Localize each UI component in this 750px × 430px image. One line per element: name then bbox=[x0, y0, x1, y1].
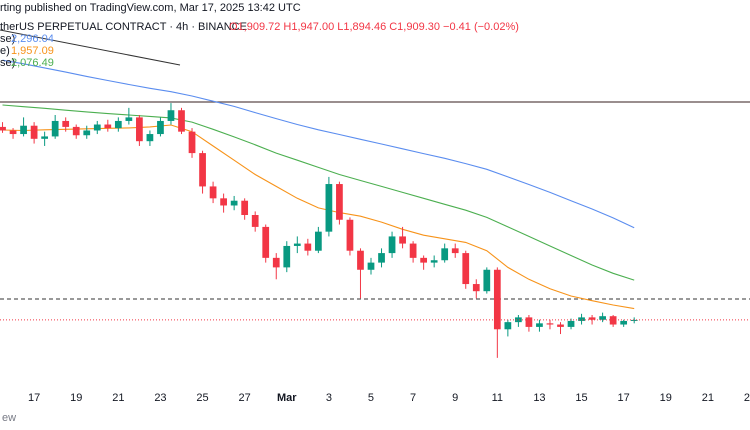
candle-body bbox=[430, 260, 438, 263]
candle-body bbox=[51, 120, 59, 137]
x-tick-label: 23 bbox=[744, 392, 750, 404]
candle-body bbox=[146, 134, 154, 142]
candle-body bbox=[9, 130, 17, 135]
candle-body bbox=[272, 257, 280, 268]
x-tick-label: 11 bbox=[492, 392, 503, 404]
candle-body bbox=[578, 317, 585, 321]
candle-body bbox=[388, 236, 396, 254]
candle-body bbox=[451, 248, 459, 254]
candle-body bbox=[367, 262, 375, 270]
legend-value: 1,957.09 bbox=[11, 45, 54, 57]
x-tick-label: 13 bbox=[533, 392, 545, 404]
candle-body bbox=[462, 253, 470, 285]
candle-body bbox=[230, 200, 238, 206]
trend-line bbox=[0, 29, 181, 66]
candle-body bbox=[20, 125, 27, 135]
candle-body bbox=[241, 200, 249, 215]
footer: ew bbox=[2, 412, 16, 424]
candle-body bbox=[136, 117, 143, 142]
x-tick-label: 27 bbox=[239, 392, 251, 404]
candle-body bbox=[314, 231, 322, 251]
candle-body bbox=[504, 322, 512, 330]
x-tick-label: 21 bbox=[112, 392, 124, 404]
legend-value: 2,296.04 bbox=[11, 33, 54, 45]
candle-body bbox=[199, 153, 206, 187]
legend-name: e) bbox=[0, 45, 10, 57]
candle-body bbox=[441, 248, 449, 261]
candle-body bbox=[104, 124, 112, 129]
candle-body bbox=[83, 130, 91, 136]
x-tick-label: 3 bbox=[326, 392, 332, 404]
candle-body bbox=[0, 126, 6, 131]
candle-body bbox=[525, 317, 533, 327]
candle-body bbox=[336, 184, 343, 220]
candle-body bbox=[567, 320, 575, 327]
candle-body bbox=[178, 110, 185, 132]
candle-body bbox=[114, 120, 122, 129]
candle-body bbox=[546, 323, 554, 325]
x-tick-label: 19 bbox=[660, 392, 672, 404]
x-tick-label: 23 bbox=[154, 392, 166, 404]
x-tick-label: Mar bbox=[277, 392, 297, 404]
x-tick-label: 5 bbox=[368, 392, 374, 404]
candle-body bbox=[409, 243, 417, 258]
candle-body bbox=[515, 317, 522, 323]
ma-line bbox=[2, 104, 635, 281]
candle-body bbox=[630, 319, 638, 321]
candle-body bbox=[557, 324, 564, 327]
publisher: rting published on TradingView.com, Mar … bbox=[0, 2, 301, 14]
candle-body bbox=[188, 131, 196, 154]
x-tick-label: 9 bbox=[452, 392, 458, 404]
ohlc: O1,909.72 H1,947.00 L1,894.46 C1,909.30 … bbox=[229, 21, 519, 33]
candle-body bbox=[536, 323, 543, 327]
x-tick-label: 17 bbox=[28, 392, 40, 404]
candle-body bbox=[167, 110, 175, 121]
x-tick-label: 25 bbox=[196, 392, 208, 404]
candle-body bbox=[378, 253, 385, 263]
x-tick-label: 15 bbox=[575, 392, 587, 404]
candle-body bbox=[493, 269, 501, 330]
candle-body bbox=[125, 117, 133, 121]
symbol: therUS PERPETUAL CONTRACT · 4h · BINANCE bbox=[0, 21, 247, 33]
candle-body bbox=[30, 125, 38, 139]
candle-body bbox=[304, 243, 312, 251]
candle-body bbox=[483, 269, 491, 292]
candle-body bbox=[220, 198, 227, 206]
candle-body bbox=[599, 316, 606, 320]
candle-body bbox=[293, 243, 301, 246]
candle-body bbox=[283, 245, 291, 268]
candle-body bbox=[472, 284, 480, 292]
legend-name: se) bbox=[0, 33, 15, 45]
candle-body bbox=[262, 226, 270, 258]
candle-body bbox=[157, 120, 164, 135]
candle-body bbox=[251, 215, 259, 227]
ma-line bbox=[2, 59, 635, 229]
x-tick-label: 17 bbox=[618, 392, 630, 404]
candle-body bbox=[609, 316, 617, 325]
candle-body bbox=[72, 126, 80, 136]
candle-body bbox=[357, 250, 364, 270]
candle-body bbox=[399, 236, 406, 244]
candle-body bbox=[588, 317, 596, 320]
candle-body bbox=[62, 120, 70, 127]
candle-body bbox=[41, 136, 49, 139]
x-tick-label: 7 bbox=[410, 392, 416, 404]
candle-body bbox=[93, 124, 101, 131]
x-tick-label: 19 bbox=[70, 392, 82, 404]
legend-name: se) bbox=[0, 57, 15, 69]
candle-body bbox=[420, 257, 428, 263]
candle-body bbox=[346, 219, 354, 251]
candle-body bbox=[209, 186, 217, 199]
x-tick-label: 21 bbox=[702, 392, 714, 404]
candle-body bbox=[620, 320, 628, 325]
candle-body bbox=[325, 184, 333, 232]
legend-value: 2,076.49 bbox=[11, 57, 54, 69]
plot bbox=[0, 59, 750, 358]
